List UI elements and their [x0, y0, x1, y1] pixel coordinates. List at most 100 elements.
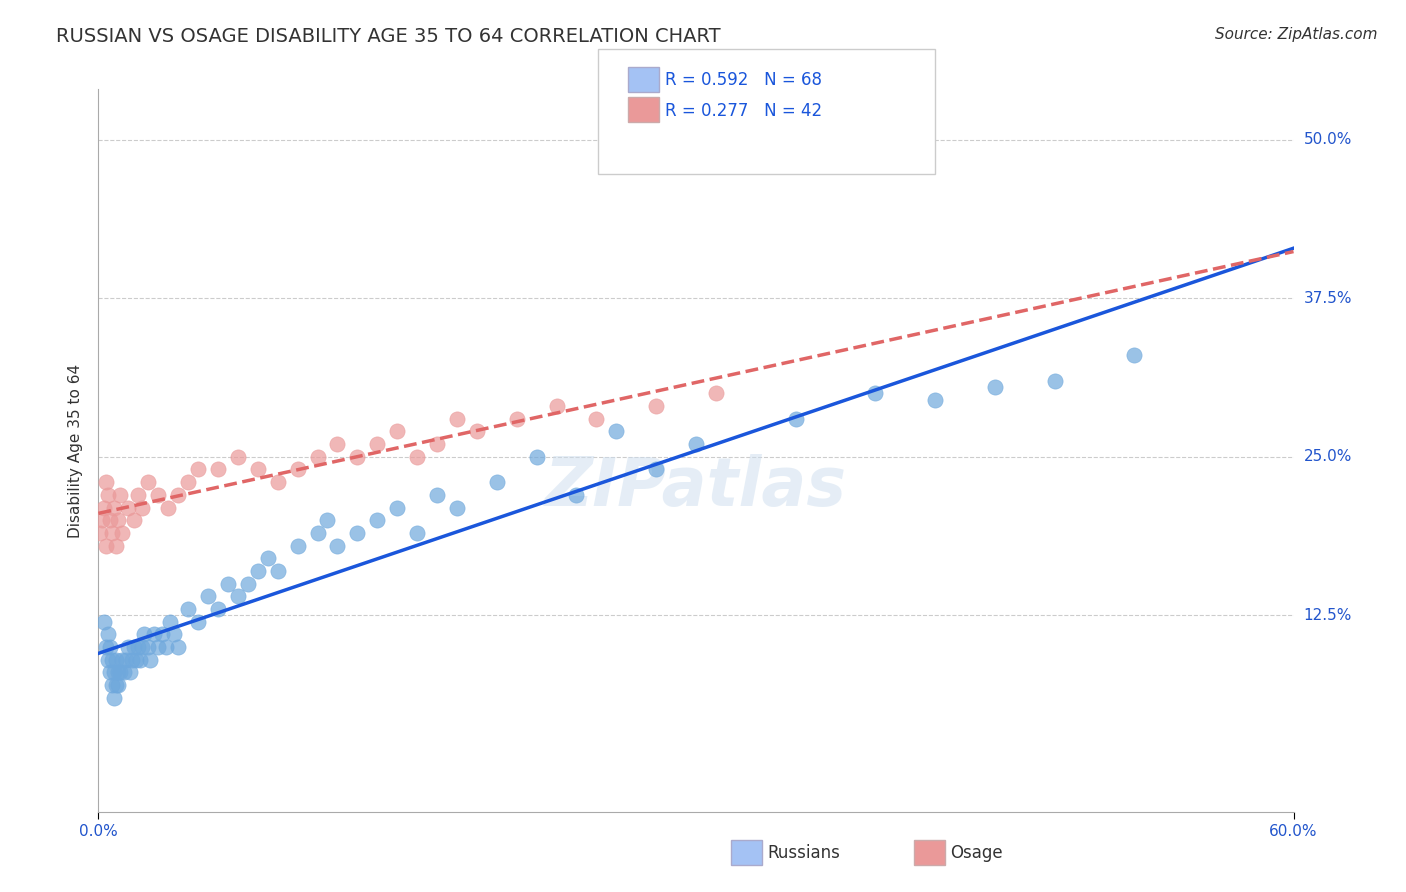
Point	[107, 513, 129, 527]
Point	[546, 399, 568, 413]
Point	[101, 525, 124, 540]
Point	[143, 627, 166, 641]
Point	[506, 411, 529, 425]
Point	[96, 640, 118, 654]
Point	[89, 525, 111, 540]
Point	[93, 500, 115, 515]
Point	[97, 652, 120, 666]
Point	[167, 488, 190, 502]
Point	[187, 615, 209, 629]
Text: Russians: Russians	[768, 844, 841, 862]
Point	[406, 525, 429, 540]
Point	[307, 525, 329, 540]
Point	[645, 462, 668, 476]
Point	[217, 576, 239, 591]
Point	[307, 450, 329, 464]
Point	[150, 627, 173, 641]
Point	[246, 564, 269, 578]
Point	[98, 665, 122, 680]
Point	[465, 425, 488, 439]
Point	[287, 462, 309, 476]
Point	[605, 425, 627, 439]
Point	[124, 640, 146, 654]
Text: Osage: Osage	[950, 844, 1002, 862]
Point	[287, 539, 309, 553]
Point	[526, 450, 548, 464]
Point	[117, 500, 139, 515]
Point	[267, 564, 290, 578]
Point	[177, 602, 200, 616]
Point	[984, 380, 1007, 394]
Point	[101, 652, 124, 666]
Point	[704, 386, 727, 401]
Point	[207, 602, 229, 616]
Point	[226, 450, 249, 464]
Point	[366, 513, 388, 527]
Point	[131, 500, 153, 515]
Text: Source: ZipAtlas.com: Source: ZipAtlas.com	[1215, 27, 1378, 42]
Point	[585, 411, 607, 425]
Point	[187, 462, 209, 476]
Point	[385, 425, 409, 439]
Point	[93, 615, 115, 629]
Point	[107, 678, 129, 692]
Point	[121, 652, 143, 666]
Point	[326, 539, 349, 553]
Point	[426, 437, 449, 451]
Point	[316, 513, 339, 527]
Point	[685, 437, 707, 451]
Point	[103, 500, 125, 515]
Point	[197, 589, 219, 603]
Text: 37.5%: 37.5%	[1303, 291, 1353, 306]
Point	[117, 640, 139, 654]
Point	[139, 652, 162, 666]
Point	[236, 576, 259, 591]
Point	[924, 392, 946, 407]
Point	[446, 411, 468, 425]
Point	[385, 500, 409, 515]
Point	[131, 640, 153, 654]
Point	[96, 539, 118, 553]
Point	[785, 411, 807, 425]
Point	[105, 678, 128, 692]
Point	[127, 640, 149, 654]
Point	[103, 690, 125, 705]
Text: R = 0.592   N = 68: R = 0.592 N = 68	[665, 71, 823, 89]
Point	[97, 627, 120, 641]
Point	[136, 475, 159, 490]
Text: ZIPatlas: ZIPatlas	[546, 454, 846, 519]
Text: 12.5%: 12.5%	[1303, 607, 1351, 623]
Point	[105, 539, 128, 553]
Point	[98, 640, 122, 654]
Point	[865, 386, 887, 401]
Point	[167, 640, 190, 654]
Point	[115, 652, 138, 666]
Point	[565, 488, 588, 502]
Text: R = 0.277   N = 42: R = 0.277 N = 42	[665, 102, 823, 120]
Point	[177, 475, 200, 490]
Point	[112, 665, 135, 680]
Point	[127, 488, 149, 502]
Point	[98, 513, 122, 527]
Point	[91, 513, 114, 527]
Point	[110, 488, 132, 502]
Point	[134, 627, 156, 641]
Point	[163, 627, 186, 641]
Point	[645, 399, 668, 413]
Point	[1043, 374, 1066, 388]
Point	[226, 589, 249, 603]
Point	[103, 665, 125, 680]
Point	[120, 665, 142, 680]
Y-axis label: Disability Age 35 to 64: Disability Age 35 to 64	[67, 363, 83, 538]
Point	[406, 450, 429, 464]
Point	[485, 475, 508, 490]
Point	[136, 640, 159, 654]
Point	[110, 665, 132, 680]
Point	[326, 437, 349, 451]
Point	[111, 652, 134, 666]
Text: 25.0%: 25.0%	[1303, 450, 1351, 465]
Point	[101, 678, 124, 692]
Text: 50.0%: 50.0%	[1303, 132, 1351, 147]
Point	[96, 475, 118, 490]
Point	[157, 500, 180, 515]
